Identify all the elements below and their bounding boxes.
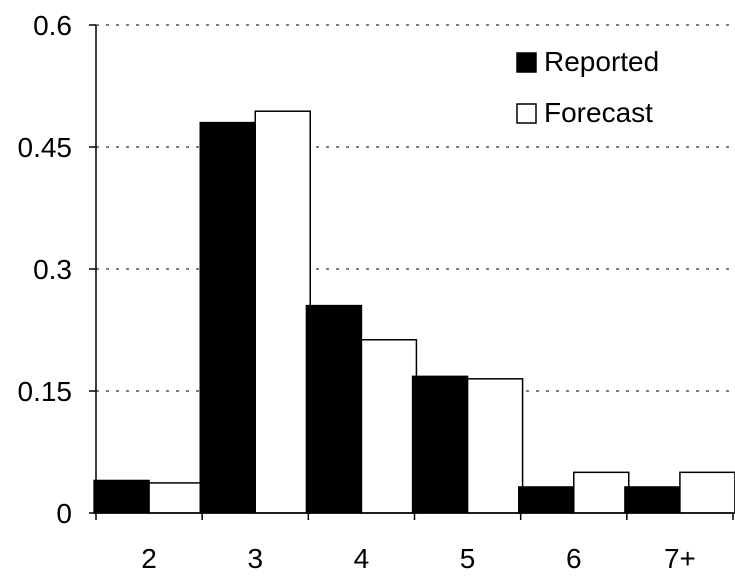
x-axis-ticks: 2 3 4 5 6 7+ bbox=[95, 513, 734, 574]
bar-reported-6 bbox=[518, 486, 575, 514]
legend-label-reported: Reported bbox=[544, 46, 659, 77]
bar-reported-7plus bbox=[624, 486, 681, 514]
legend-label-forecast: Forecast bbox=[544, 97, 653, 128]
bar-reported-4 bbox=[305, 304, 363, 514]
y-tick-label: 0.45 bbox=[18, 132, 73, 163]
y-tick-label: 0 bbox=[56, 498, 72, 529]
bar-forecast-4 bbox=[360, 339, 418, 514]
x-tick-label: 2 bbox=[141, 543, 157, 574]
x-tick-label: 7+ bbox=[664, 543, 696, 574]
bar-forecast-5 bbox=[466, 378, 524, 514]
legend: Reported Forecast bbox=[516, 46, 659, 128]
y-tick-label: 0.15 bbox=[18, 376, 73, 407]
x-tick-label: 6 bbox=[566, 543, 582, 574]
bar-forecast-3 bbox=[254, 110, 311, 514]
bar-reported-2 bbox=[93, 479, 150, 514]
x-tick-label: 4 bbox=[354, 543, 370, 574]
y-tick-label: 0.6 bbox=[33, 10, 72, 41]
grid-lines bbox=[96, 24, 733, 392]
x-tick-label: 5 bbox=[460, 543, 476, 574]
bar-forecast-7plus bbox=[679, 471, 735, 514]
bar-forecast-2 bbox=[148, 482, 205, 514]
bar-reported-5 bbox=[411, 375, 469, 514]
y-tick-label: 0.3 bbox=[33, 254, 72, 285]
bar-reported-3 bbox=[199, 121, 256, 514]
x-tick-label: 3 bbox=[247, 543, 263, 574]
legend-swatch-forecast bbox=[516, 103, 537, 124]
bars bbox=[93, 110, 735, 514]
y-axis-ticks: 0 0.15 0.3 0.45 0.6 bbox=[18, 10, 96, 529]
bar-forecast-6 bbox=[573, 471, 630, 514]
legend-swatch-reported bbox=[516, 52, 537, 73]
